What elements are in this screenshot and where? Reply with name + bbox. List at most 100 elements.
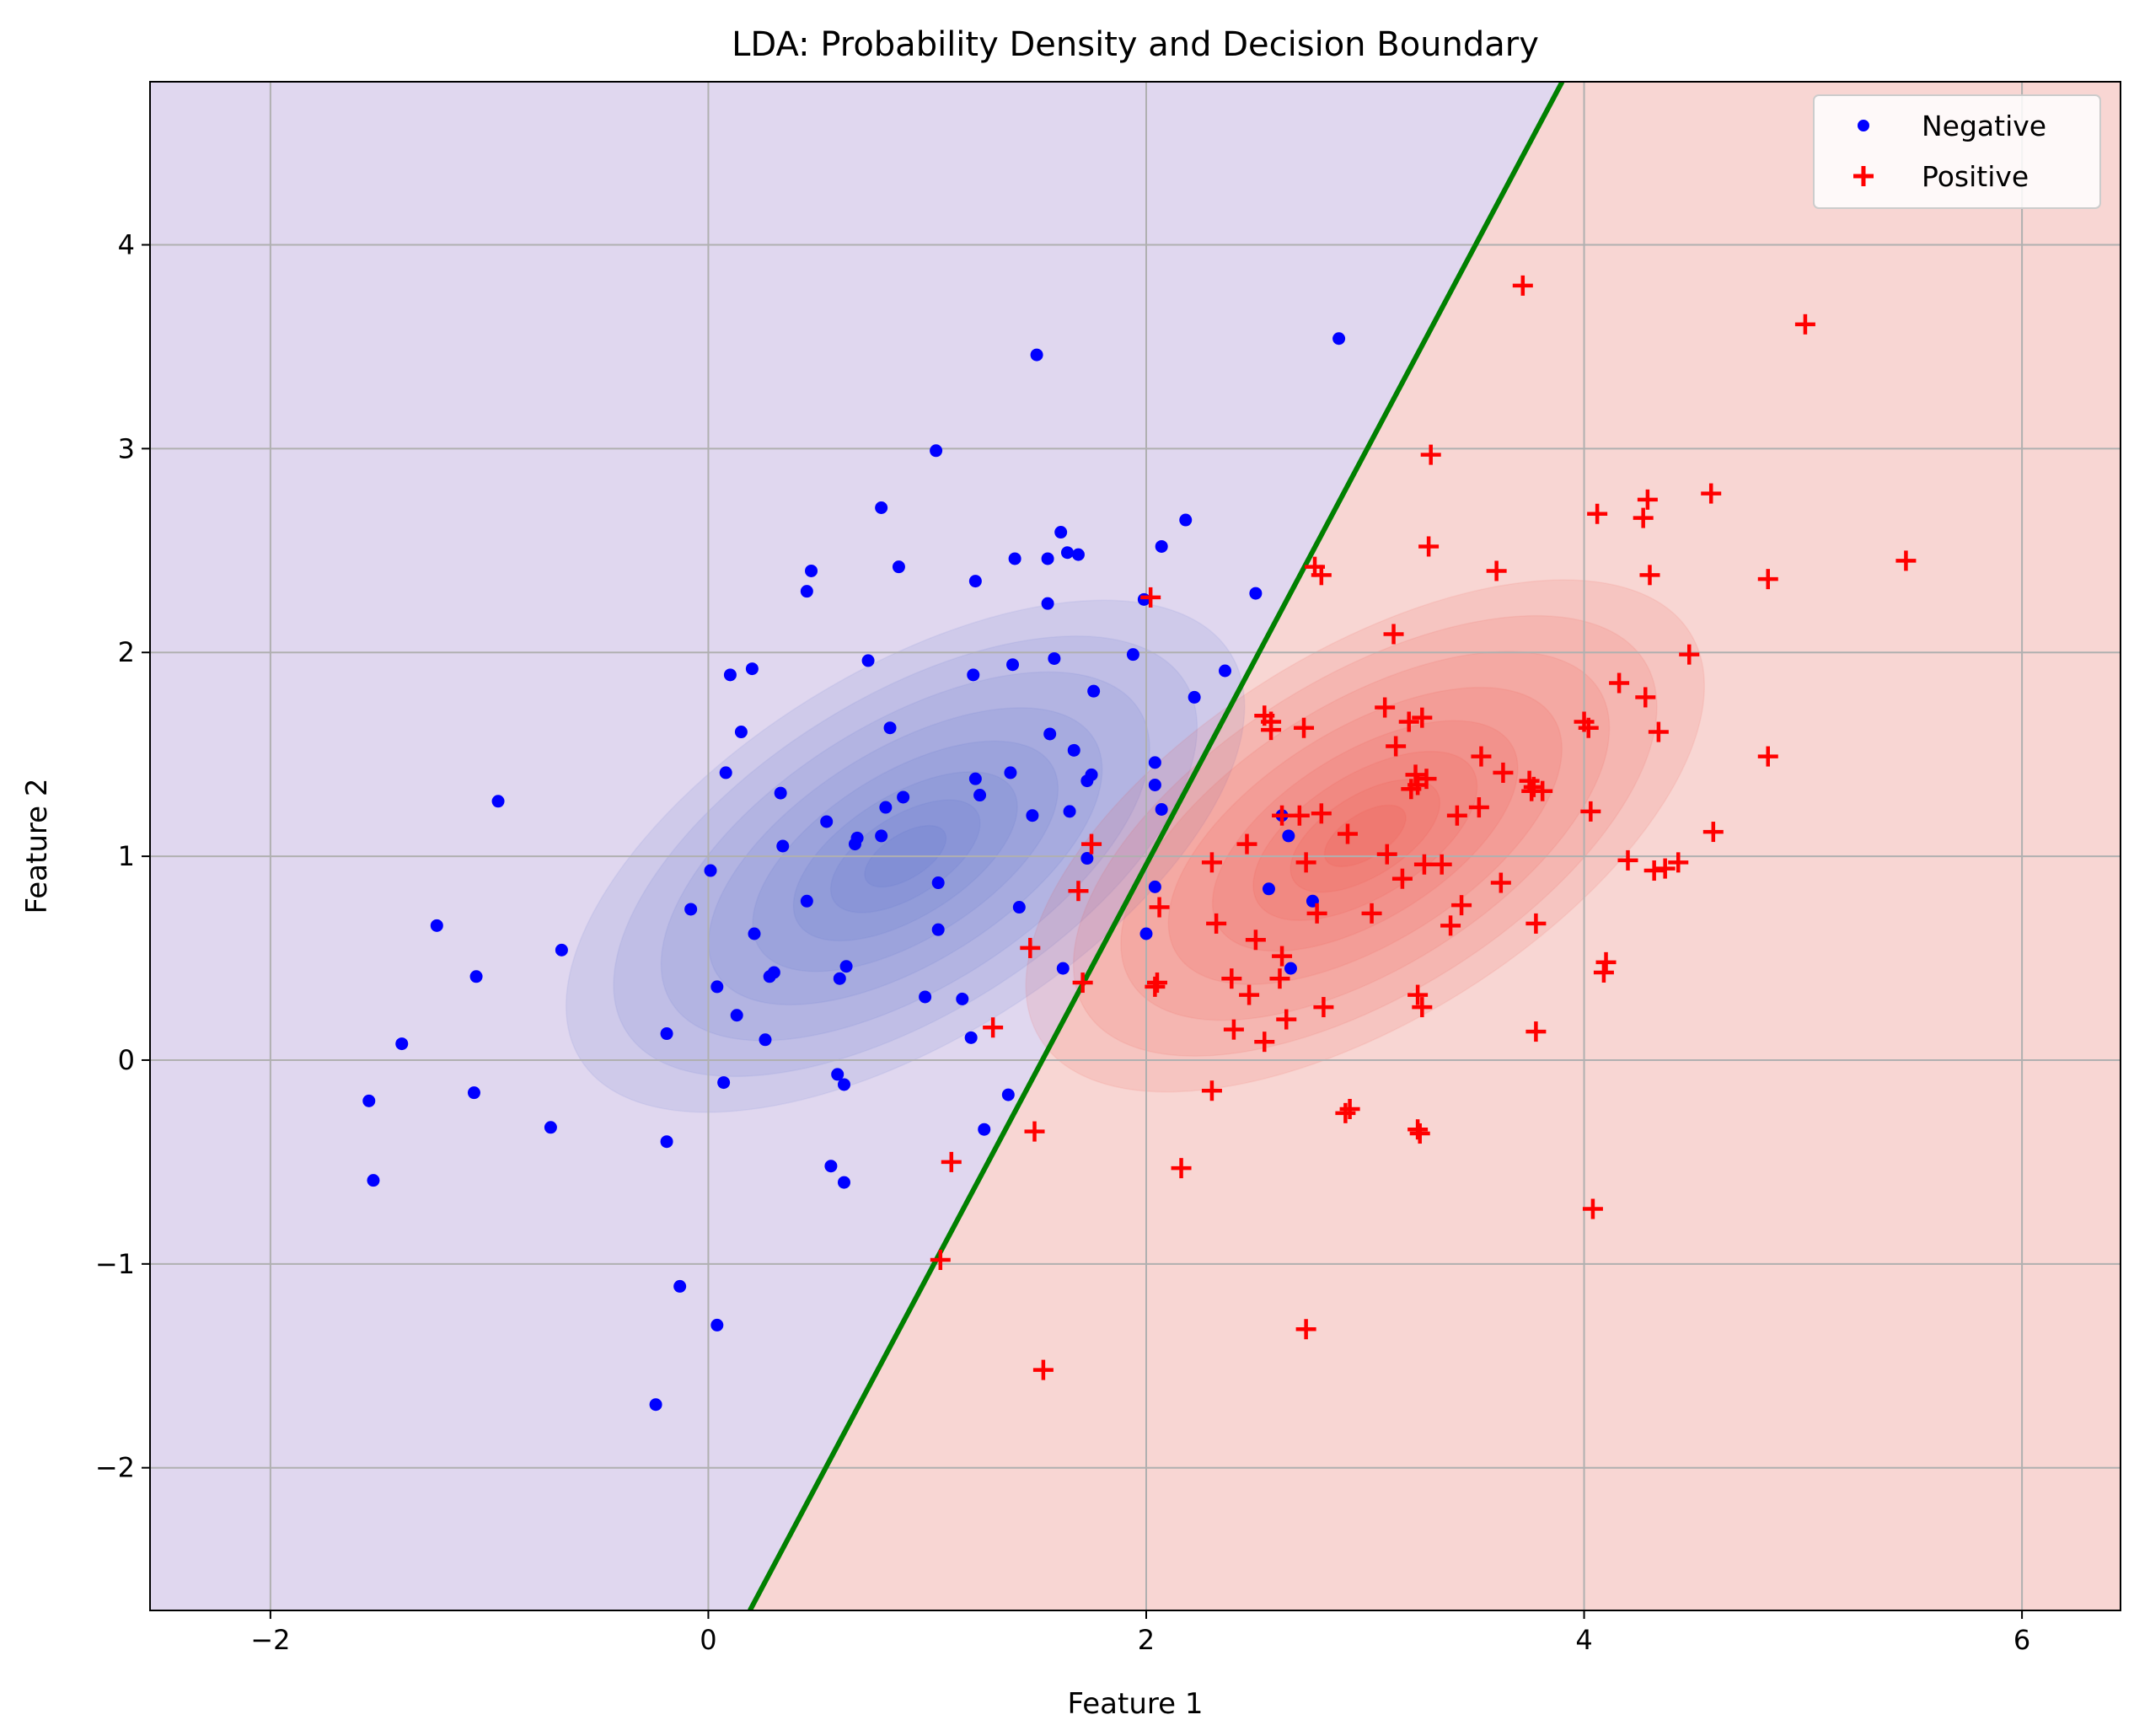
positive-point — [1633, 507, 1654, 528]
legend-negative-label: Negative — [1922, 110, 2046, 142]
positive-point — [1412, 997, 1433, 1018]
positive-point — [1081, 833, 1102, 855]
negative-point — [544, 1121, 557, 1134]
negative-point — [684, 903, 698, 916]
y-tick-label: 3 — [118, 432, 135, 464]
positive-density-level-8 — [1323, 804, 1407, 868]
negative-point — [1148, 778, 1161, 791]
positive-point — [1580, 801, 1601, 822]
negative-point — [1043, 727, 1057, 741]
positive-point — [1201, 1080, 1222, 1101]
positive-density-level-5 — [1211, 720, 1519, 952]
positive-point — [1269, 968, 1290, 989]
negative-point — [883, 721, 897, 735]
positive-point — [1418, 536, 1440, 557]
legend-negative-marker — [1858, 120, 1869, 131]
negative-points — [362, 332, 1346, 1412]
negative-point — [978, 1123, 991, 1136]
positive-point — [1272, 805, 1293, 826]
positive-point — [1236, 833, 1257, 855]
positive-point — [1654, 858, 1676, 879]
positive-point — [1617, 849, 1638, 871]
negative-point — [805, 564, 818, 577]
negative-point — [1056, 962, 1070, 975]
negative-point — [930, 444, 943, 458]
negative-point — [491, 795, 505, 808]
positive-point — [1757, 746, 1778, 767]
negative-point — [919, 990, 932, 1004]
positive-point — [1468, 797, 1489, 818]
negative-point — [1284, 962, 1297, 975]
x-tick-label: 6 — [2013, 1624, 2030, 1656]
decision-boundary — [748, 82, 1565, 1610]
positive-point — [1701, 483, 1722, 504]
negative-point — [968, 575, 982, 588]
y-axis-ticks: −2 −1 0 1 2 3 4 — [95, 228, 150, 1484]
legend: Negative Positive — [1813, 94, 2101, 209]
negative-point — [1012, 901, 1026, 914]
negative-point — [820, 815, 834, 828]
positive-point — [1306, 903, 1327, 924]
positive-point — [1221, 968, 1242, 989]
negative-point — [1060, 546, 1074, 560]
positive-density-level-4 — [1167, 686, 1563, 985]
negative-point — [1155, 539, 1168, 553]
positive-point — [1431, 854, 1452, 875]
positive-point — [1032, 1359, 1054, 1380]
negative-point — [931, 923, 945, 936]
negative-point — [837, 1176, 850, 1189]
negative-point — [1087, 684, 1101, 698]
positive-point — [1245, 930, 1266, 951]
positive-point — [1757, 569, 1778, 590]
positive-point — [1171, 1158, 1192, 1179]
positive-point — [1635, 687, 1656, 708]
positive-point — [1201, 852, 1222, 873]
negative-point — [1041, 597, 1054, 610]
negative-point — [1030, 348, 1043, 362]
positive-point — [1407, 1119, 1429, 1140]
positive-point — [1523, 776, 1544, 797]
negative-point — [704, 864, 717, 877]
positive-point — [1272, 946, 1293, 967]
positive-point — [1794, 313, 1815, 335]
y-tick-label: −2 — [95, 1452, 135, 1484]
negative-point — [717, 1076, 731, 1090]
negative-point — [1063, 805, 1076, 818]
negative-point — [367, 1174, 380, 1187]
positive-point — [1679, 644, 1700, 665]
negative-point — [1048, 651, 1061, 665]
negative-point — [1148, 880, 1161, 893]
positive-point — [1383, 624, 1404, 645]
negative-point — [710, 1318, 724, 1331]
negative-point — [839, 960, 853, 973]
positive-point — [1398, 711, 1419, 732]
negative-point — [833, 972, 846, 985]
positive-point — [1311, 565, 1332, 586]
positive-point — [1493, 762, 1514, 783]
positive-point — [1593, 962, 1614, 983]
y-tick-label: 0 — [118, 1044, 135, 1076]
negative-point — [730, 1009, 743, 1022]
negative-point — [1008, 552, 1021, 565]
positive-point — [1490, 872, 1511, 893]
negative-point — [1282, 829, 1295, 843]
negative-point — [831, 1068, 844, 1081]
positive-point — [1582, 1198, 1603, 1219]
negative-point — [1179, 513, 1193, 527]
negative-point — [719, 766, 732, 780]
negative-point — [956, 992, 969, 1005]
positive-density-contours — [1025, 579, 1706, 1093]
negative-point — [776, 839, 790, 853]
negative-point — [837, 1078, 850, 1091]
negative-point — [1148, 756, 1161, 769]
positive-point — [1412, 707, 1433, 728]
negative-point — [800, 585, 813, 598]
positive-point — [1668, 852, 1689, 873]
negative-point — [875, 829, 888, 843]
positive-point — [1637, 489, 1658, 510]
positive-point — [1339, 1099, 1360, 1120]
positive-density-level-6 — [1252, 750, 1478, 921]
negative-point — [800, 894, 813, 908]
negative-point — [967, 668, 980, 682]
x-tick-label: 0 — [700, 1624, 716, 1656]
